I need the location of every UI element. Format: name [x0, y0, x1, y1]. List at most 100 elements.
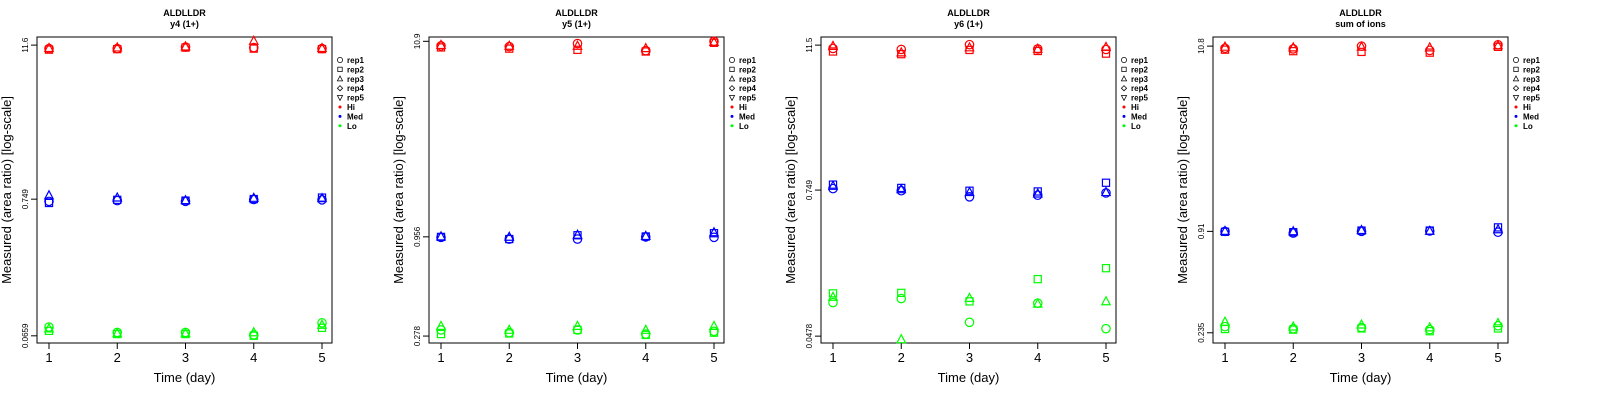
legend-label: rep5 — [1523, 94, 1540, 103]
data-point-lo-rep3 — [1424, 321, 1435, 332]
data-point-lo-rep3 — [896, 333, 907, 344]
legend-marker-rep1 — [1513, 57, 1519, 63]
data-point-lo-rep3 — [708, 320, 720, 330]
data-point-lo-rep2 — [641, 330, 650, 340]
data-point-med-rep1 — [572, 234, 583, 244]
legend-dot-med — [730, 114, 734, 118]
legend-marker-rep5 — [1512, 95, 1520, 102]
legend-symbol-rep4 — [728, 85, 736, 92]
legend-label: rep2 — [347, 65, 364, 74]
x-tick-label: 5 — [1494, 350, 1501, 365]
data-point-med-rep3 — [112, 191, 123, 202]
data-point-lo-rep3 — [640, 324, 651, 334]
data-point-hi-rep2 — [249, 44, 258, 53]
legend-label: Hi — [1131, 103, 1139, 112]
data-point-med-rep2 — [436, 232, 446, 242]
data-point-med-rep3 — [640, 230, 651, 241]
legend-marker-rep5 — [1120, 95, 1128, 102]
x-tick-label: 1 — [45, 350, 52, 365]
x-tick-label: 2 — [1290, 350, 1297, 365]
data-point-med-rep3 — [708, 226, 720, 237]
data-point-med-rep3 — [1356, 224, 1367, 235]
legend-marker-rep4 — [1120, 85, 1128, 92]
data-point-med-rep2 — [1357, 226, 1366, 235]
data-point-lo-rep3 — [1492, 317, 1504, 328]
data-point-hi-rep1 — [1220, 43, 1230, 54]
data-point-lo-rep3 — [1356, 318, 1367, 329]
data-point-med-rep3 — [964, 186, 975, 197]
y-tick-label: 0.235 — [1197, 322, 1206, 343]
legend-label: rep4 — [1131, 84, 1148, 93]
legend-symbol-rep1 — [729, 57, 735, 63]
data-point-med-rep2 — [709, 229, 719, 238]
x-tick-label: 1 — [437, 350, 444, 365]
data-point-med-rep1 — [317, 195, 327, 205]
data-point-hi-rep3 — [708, 36, 720, 47]
legend-symbol-rep5 — [1512, 95, 1520, 102]
y-tick-label: 0.91 — [1197, 223, 1206, 239]
legend-label: rep1 — [1131, 56, 1148, 65]
data-point-lo-rep3 — [504, 324, 515, 334]
data-point-hi-rep3 — [572, 39, 583, 50]
legend-marker-rep1 — [1121, 57, 1127, 63]
data-point-med-rep3 — [435, 230, 447, 241]
data-point-med-rep3 — [827, 180, 839, 190]
plot-frame — [428, 36, 725, 344]
data-point-lo-rep1 — [828, 297, 838, 308]
y-tick-label: 0.0478 — [805, 323, 814, 348]
x-tick-label: 1 — [1221, 350, 1228, 365]
data-point-med-rep3 — [316, 192, 328, 203]
data-point-hi-rep3 — [248, 35, 259, 45]
legend-label: rep2 — [1523, 65, 1540, 74]
x-tick-label: 4 — [250, 350, 257, 365]
legend-dot-hi — [730, 105, 734, 109]
data-point-hi-rep3 — [435, 39, 447, 50]
data-point-lo-rep1 — [1101, 323, 1111, 334]
legend-marker-rep2 — [337, 66, 343, 72]
data-point-lo-rep1 — [1493, 320, 1503, 331]
data-point-hi-rep3 — [1288, 41, 1299, 52]
data-point-hi-rep2 — [709, 38, 719, 47]
data-point-hi-rep3 — [896, 46, 907, 57]
legend-label: rep5 — [347, 94, 364, 103]
legend-label: rep1 — [1523, 56, 1540, 65]
plot-frame — [1212, 36, 1509, 344]
legend-label: Med — [1131, 112, 1147, 121]
legend-marker-rep3 — [1512, 75, 1520, 82]
legend-label: rep3 — [1523, 75, 1540, 84]
data-point-lo-rep1 — [709, 326, 719, 337]
data-point-lo-rep2 — [1033, 274, 1042, 284]
data-point-lo-rep2 — [1493, 324, 1503, 333]
y-tick-label: 11.5 — [805, 37, 814, 53]
legend-symbol-rep5 — [1120, 95, 1128, 102]
legend-symbol-rep2 — [1121, 66, 1127, 72]
data-point-med-rep3 — [1219, 225, 1231, 235]
legend-symbol-rep5 — [728, 95, 736, 102]
data-point-hi-rep3 — [1100, 41, 1112, 51]
y-tick-label: 10.9 — [413, 33, 422, 49]
data-point-lo-rep3 — [112, 327, 123, 338]
chart-title: ALDLLDR — [555, 8, 598, 18]
legend-symbol-rep4 — [1120, 85, 1128, 92]
legend-label: rep5 — [1131, 94, 1148, 103]
x-tick-label: 4 — [1034, 350, 1041, 365]
data-point-lo-rep3 — [180, 327, 191, 338]
legend-dot-lo — [1122, 124, 1126, 128]
data-point-hi-rep3 — [964, 41, 975, 52]
data-point-lo-rep1 — [964, 317, 975, 328]
legend-symbol-rep3 — [336, 75, 344, 82]
legend-label: rep3 — [347, 75, 364, 84]
data-point-hi-rep3 — [640, 42, 651, 53]
legend-dot-hi — [1122, 105, 1126, 109]
legend-dot-med — [1122, 114, 1126, 118]
data-point-med-rep3 — [1492, 223, 1504, 234]
legend-dot-lo — [338, 124, 342, 128]
data-point-lo-rep2 — [897, 288, 906, 298]
data-point-lo-rep2 — [1101, 264, 1111, 273]
legend-label: Lo — [739, 122, 749, 131]
chart-subtitle: sum of ions — [1335, 19, 1386, 29]
legend-label: Lo — [1523, 122, 1533, 131]
legend-marker-rep3 — [728, 75, 736, 82]
legend-marker-rep3 — [336, 75, 344, 82]
